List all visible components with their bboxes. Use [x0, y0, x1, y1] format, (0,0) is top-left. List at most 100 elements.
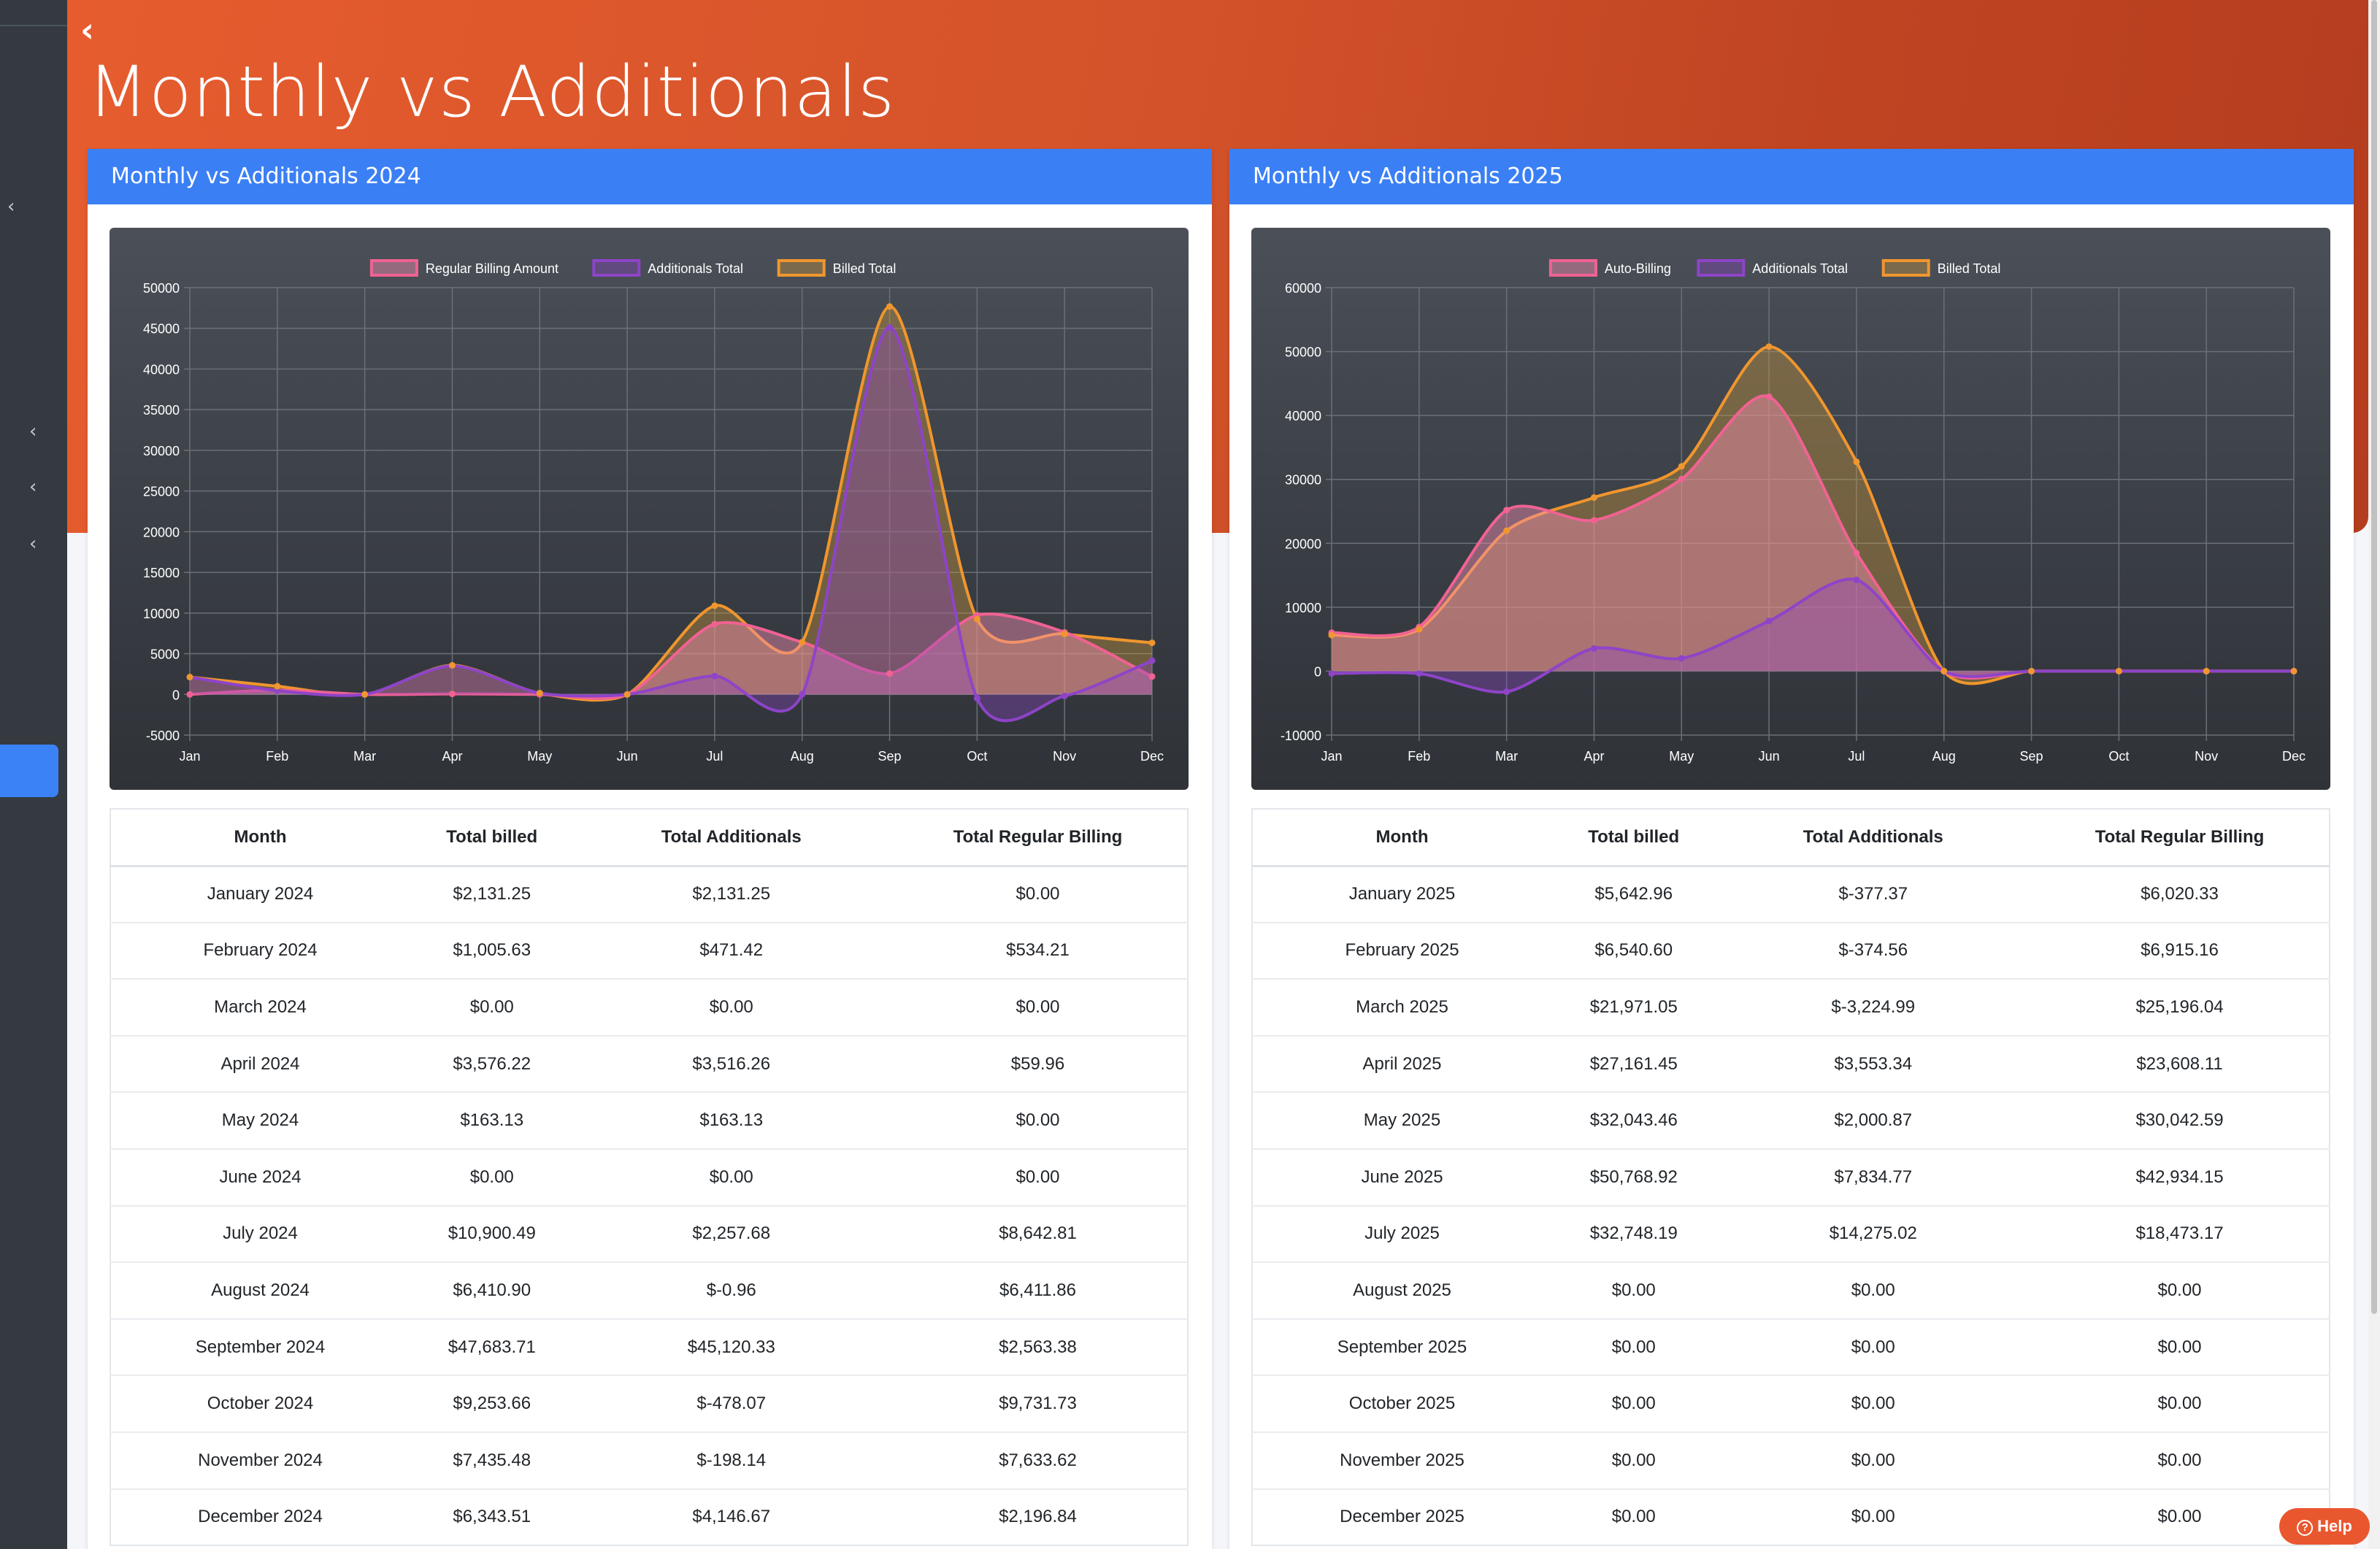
table-cell: $59.96: [888, 1034, 1188, 1093]
data-point: [1853, 576, 1860, 583]
table-row: March 2025 $21,971.05 $-3,224.99 $25,196.04: [1252, 978, 2330, 1036]
table-header-row: Month Total billed Total Additionals Total …: [1252, 809, 2330, 867]
data-point: [536, 689, 543, 696]
table-cell: $-0.96: [574, 1261, 888, 1319]
table-cell: May 2024: [110, 1091, 410, 1149]
column-header: Total Regular Billing: [888, 809, 1188, 867]
x-tick-label: Nov: [1053, 749, 1076, 764]
table-cell: $2,563.38: [888, 1318, 1188, 1376]
data-point: [1765, 393, 1773, 400]
table-row: January 2025 $5,642.96 $-377.37 $6,020.33: [1252, 865, 2330, 923]
table-cell: September 2025: [1252, 1318, 1551, 1376]
table-cell: April 2025: [1252, 1034, 1551, 1093]
data-point: [1416, 626, 1423, 633]
data-point: [886, 303, 894, 310]
series-area: [1332, 579, 2294, 693]
sidebar-chevron-left-icon[interactable]: ‹: [29, 476, 37, 498]
table-cell: $0.00: [574, 978, 888, 1036]
x-tick-label: Mar: [353, 749, 376, 764]
table-cell: $0.00: [2030, 1431, 2330, 1489]
data-point: [623, 691, 631, 698]
data-point: [186, 691, 193, 698]
data-point: [274, 683, 281, 690]
legend-label: Additionals Total: [648, 261, 743, 276]
y-tick-label: 35000: [143, 403, 180, 418]
table-cell: September 2024: [110, 1318, 410, 1376]
table-cell: $0.00: [1716, 1375, 2030, 1432]
table-row: December 2024 $6,343.51 $4,146.67 $2,196.84: [110, 1488, 1188, 1546]
table-row: March 2024 $0.00 $0.00 $0.00: [110, 978, 1188, 1036]
column-header: Total billed: [410, 809, 575, 867]
data-point: [448, 691, 456, 698]
table-cell: $0.00: [888, 1148, 1188, 1206]
table-row: December 2025 $0.00 $0.00 $0.00: [1252, 1488, 2330, 1546]
table-cell: August 2024: [110, 1261, 410, 1319]
x-tick-label: Jan: [179, 749, 200, 764]
table-row: November 2024 $7,435.48 $-198.14 $7,633.62: [110, 1431, 1188, 1489]
table-cell: $5,642.96: [1551, 865, 1716, 923]
series-area: [1332, 396, 2294, 679]
help-button[interactable]: ? Help: [2279, 1508, 2370, 1545]
table-cell: $2,131.25: [574, 865, 888, 923]
data-point: [2290, 667, 2298, 674]
data-point: [886, 323, 894, 331]
y-tick-label: 5000: [150, 647, 180, 662]
data-point: [1853, 458, 1860, 466]
legend-label: Auto-Billing: [1605, 261, 1671, 276]
x-tick-label: Jul: [1848, 749, 1865, 764]
table-cell: $23,608.11: [2030, 1034, 2330, 1093]
sidebar-item-active[interactable]: [0, 745, 58, 797]
data-point: [799, 691, 806, 698]
data-table: Month Total billed Total Additionals Total …: [110, 808, 1189, 1547]
table-cell: $0.00: [410, 1148, 575, 1206]
table-cell: $7,633.62: [888, 1431, 1188, 1489]
y-tick-label: 30000: [143, 444, 180, 458]
table-cell: $45,120.33: [574, 1318, 888, 1376]
scrollbar-thumb[interactable]: [2371, 0, 2377, 1314]
sidebar-chevron-left-icon[interactable]: ‹: [29, 420, 37, 442]
table-cell: June 2024: [110, 1148, 410, 1206]
data-point: [886, 670, 894, 677]
data-point: [711, 620, 718, 628]
scrollbar[interactable]: [2368, 0, 2380, 1549]
table-cell: $0.00: [1551, 1261, 1716, 1319]
table-cell: $163.13: [574, 1091, 888, 1149]
table-row: August 2024 $6,410.90 $-0.96 $6,411.86: [110, 1261, 1188, 1319]
sidebar-chevron-left-icon[interactable]: ‹: [29, 533, 37, 555]
table-cell: $471.42: [574, 921, 888, 980]
table-cell: $0.00: [574, 1148, 888, 1206]
legend-swatch: [1697, 259, 1746, 277]
y-tick-label: 10000: [143, 607, 180, 621]
data-point: [2115, 667, 2122, 674]
x-tick-label: Oct: [967, 749, 987, 764]
table-header-row: Month Total billed Total Additionals Total …: [110, 809, 1188, 867]
data-point: [1328, 670, 1335, 677]
table-row: February 2024 $1,005.63 $471.42 $534.21: [110, 921, 1188, 980]
table-cell: $8,642.81: [888, 1204, 1188, 1263]
table-row: January 2024 $2,131.25 $2,131.25 $0.00: [110, 865, 1188, 923]
table-cell: $0.00: [2030, 1261, 2330, 1319]
table-cell: $25,196.04: [2030, 978, 2330, 1036]
data-point: [1678, 463, 1685, 470]
table-cell: July 2025: [1252, 1204, 1551, 1263]
x-tick-label: Dec: [2282, 749, 2306, 764]
table-cell: $163.13: [410, 1091, 575, 1149]
y-tick-label: 60000: [1285, 281, 1321, 296]
column-header: Total Regular Billing: [2030, 809, 2330, 867]
data-point: [973, 615, 980, 623]
table-cell: $534.21: [888, 921, 1188, 980]
y-tick-label: -10000: [1281, 729, 1321, 743]
table-cell: $9,253.66: [410, 1375, 575, 1432]
data-point: [1503, 507, 1510, 514]
back-arrow-icon[interactable]: ‹: [80, 10, 94, 50]
data-point: [1148, 639, 1156, 647]
x-tick-label: Aug: [1932, 749, 1956, 764]
sidebar-collapse-icon[interactable]: ‹: [7, 196, 15, 218]
table-cell: October 2024: [110, 1375, 410, 1432]
table-cell: $0.00: [888, 978, 1188, 1036]
x-tick-label: Feb: [266, 749, 288, 764]
card-2025: Monthly vs Additionals 2025 -10000 0 10000…: [1229, 149, 2354, 1549]
legend-swatch: [1548, 259, 1597, 277]
table-cell: November 2024: [110, 1431, 410, 1489]
table-cell: November 2025: [1252, 1431, 1551, 1489]
